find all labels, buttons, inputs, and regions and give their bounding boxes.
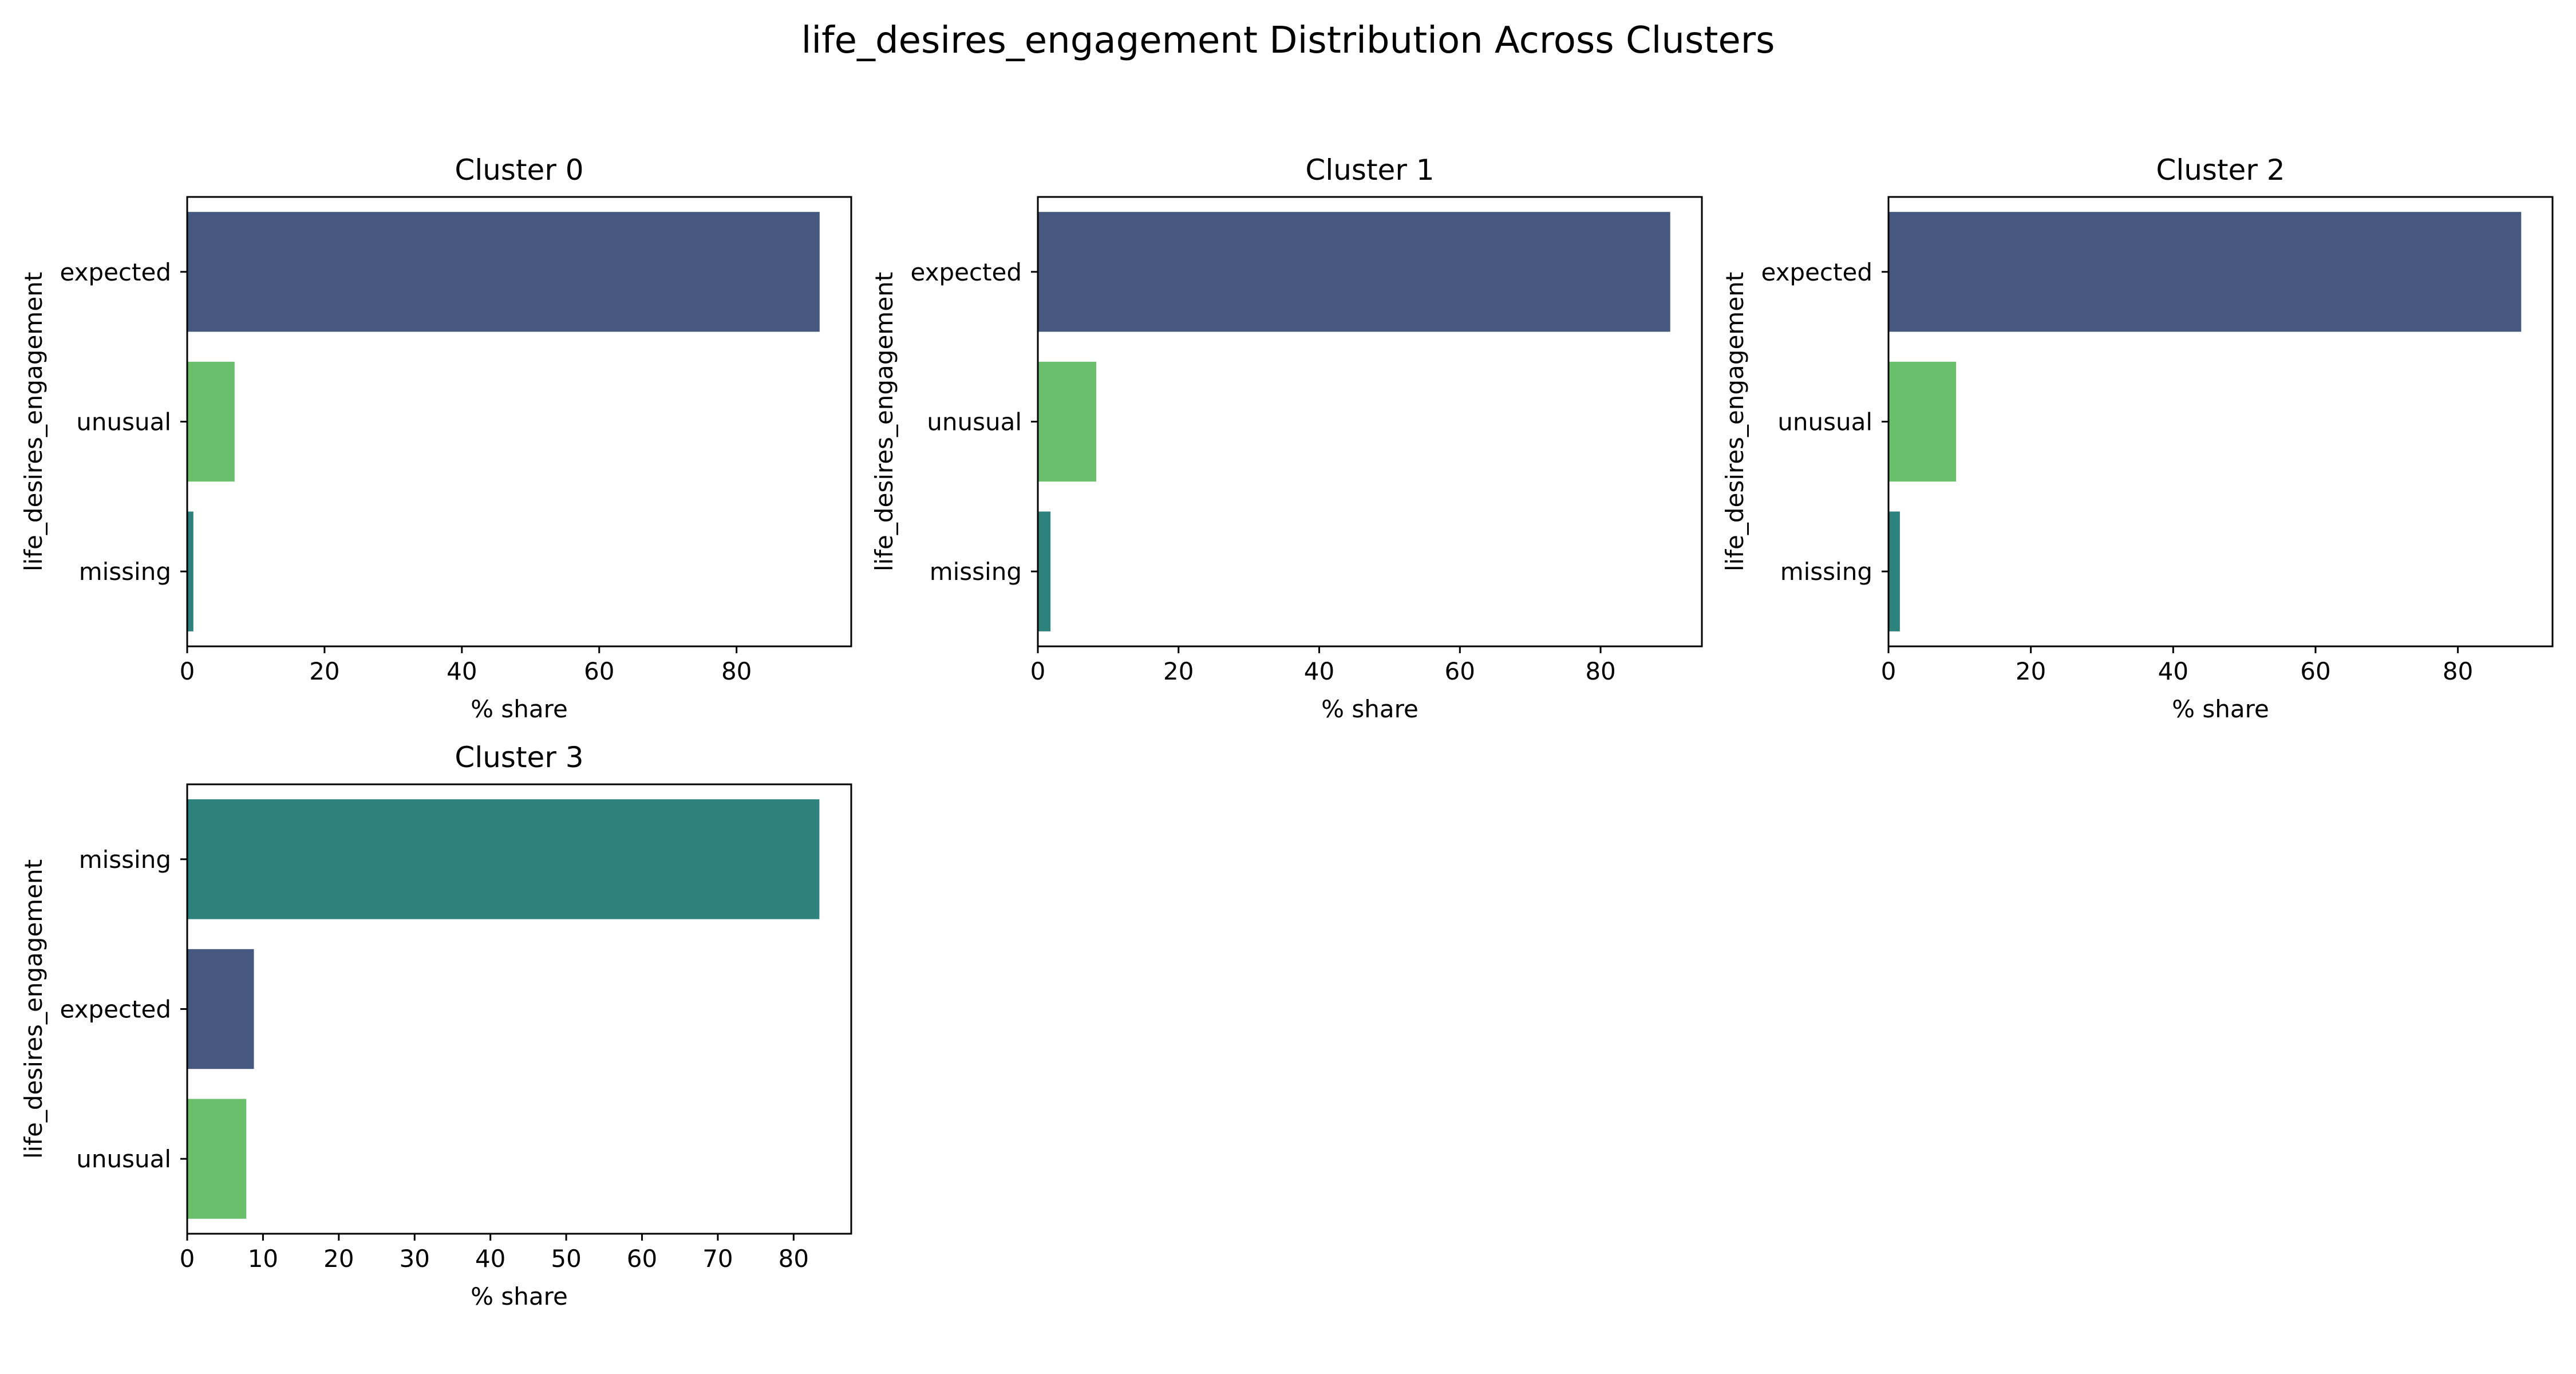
subplot-cluster-2: expected unusual missing 0 20 40 60 80 Cluster 2… [1721,153,2554,723]
subplot-cluster-3: missing expected unusual 0 10 20 30 40 50 60 70 80 C… [19,741,852,1310]
y-tick-label: missing [79,558,171,586]
subplot-title: Cluster 2 [2156,153,2285,187]
x-tick-label: 20 [323,1245,354,1273]
x-tick-label: 40 [447,657,477,685]
axes-frame [186,196,852,647]
axes-frame [186,783,852,1235]
x-tick-label: 10 [248,1245,278,1273]
x-tick-label: 0 [1881,657,1897,685]
x-tick-label: 0 [1030,657,1046,685]
bar-unusual [1888,361,1957,482]
x-tick-label: 80 [779,1245,809,1273]
x-tick-label: 0 [180,1245,195,1273]
subplot-grid: expected unusual missing 0 20 40 60 80 Cluster 0… [19,153,2554,1310]
figure-title: life_desires_engagement Distribution Acr… [801,19,1775,62]
bar-expected [1038,212,1670,332]
subplot-title: Cluster 0 [455,153,583,187]
x-tick-label: 60 [627,1245,657,1273]
bar-expected [187,949,254,1069]
bar-missing [1888,511,1900,631]
x-axis-label: % share [471,695,568,723]
y-tick-label: unusual [76,408,171,436]
bar-unusual [187,361,235,482]
x-tick-label: 60 [2300,657,2330,685]
x-tick-label: 0 [180,657,195,685]
subplot-cluster-1: expected unusual missing 0 20 40 60 80 Cluster 1… [870,153,1703,723]
x-axis-label: % share [1321,695,1419,723]
x-tick-label: 40 [1304,657,1334,685]
x-tick-label: 40 [2158,657,2188,685]
bar-unusual [1038,361,1096,482]
x-tick-label: 20 [1163,657,1194,685]
subplot-title: Cluster 3 [455,741,583,774]
axes-frame [1887,196,2554,647]
bar-unusual [187,1099,247,1219]
x-tick-label: 20 [309,657,339,685]
y-tick-label: expected [60,258,171,286]
x-tick-label: 80 [721,657,752,685]
y-tick-label: missing [930,558,1022,586]
x-tick-label: 80 [1585,657,1615,685]
y-axis-label: life_desires_engagement [1721,272,1749,571]
bar-expected [187,212,820,332]
y-tick-label: unusual [927,408,1022,436]
y-tick-label: expected [60,996,171,1024]
y-axis-label: life_desires_engagement [870,272,898,571]
subplot-cluster-0: expected unusual missing 0 20 40 60 80 Cluster 0… [19,153,852,723]
y-tick-label: unusual [1777,408,1872,436]
y-tick-label: missing [1780,558,1872,586]
x-tick-label: 60 [1445,657,1475,685]
axes-frame [1037,196,1703,647]
x-tick-label: 20 [2016,657,2046,685]
x-tick-label: 40 [475,1245,505,1273]
bar-missing [1038,511,1051,631]
x-tick-label: 50 [551,1245,581,1273]
subplot-title: Cluster 1 [1305,153,1434,187]
x-tick-label: 30 [400,1245,430,1273]
y-axis-label: life_desires_engagement [19,859,48,1159]
x-tick-label: 60 [584,657,614,685]
bar-expected [1888,212,2522,332]
y-tick-label: expected [1761,258,1872,286]
bar-missing [187,799,820,919]
y-tick-label: expected [910,258,1022,286]
y-tick-label: unusual [76,1145,171,1173]
x-axis-label: % share [2172,695,2269,723]
x-tick-label: 80 [2443,657,2473,685]
x-tick-label: 70 [702,1245,733,1273]
y-tick-label: missing [79,846,171,874]
y-axis-label: life_desires_engagement [19,272,48,571]
bar-missing [187,511,193,631]
x-axis-label: % share [471,1282,568,1310]
